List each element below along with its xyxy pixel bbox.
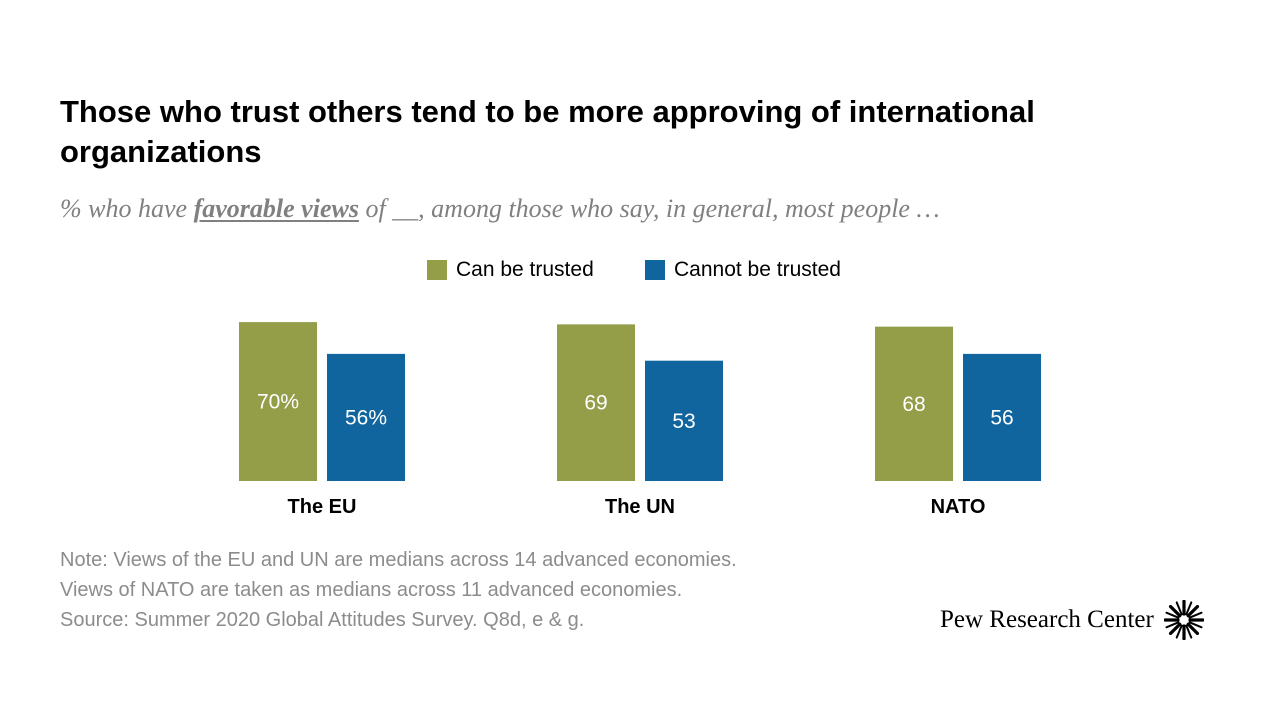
legend-swatch-cannot-be-trusted [645, 260, 665, 280]
chart-note: Note: Views of the EU and UN are medians… [60, 545, 880, 635]
data-label-the-eu-can-be-trusted: 70% [257, 391, 299, 414]
subtitle-prefix: % who have [60, 194, 194, 223]
source-line: Source: Summer 2020 Global Attitudes Sur… [60, 609, 585, 631]
category-label-2: NATO [931, 496, 986, 518]
legend-label-cannot-be-trusted: Cannot be trusted [674, 258, 841, 281]
data-label-the-un-cannot-be-trusted: 53 [672, 410, 695, 433]
legend-item-can-be-trusted: Can be trusted [427, 257, 594, 283]
bar-nato-cannot-be-trusted [963, 353, 1041, 481]
logo-text: Pew Research Center [940, 606, 1154, 633]
bar-nato-can-be-trusted [875, 326, 953, 481]
bar-the-eu-cannot-be-trusted [327, 353, 405, 481]
legend-item-cannot-be-trusted: Cannot be trusted [645, 257, 841, 283]
chart-legend: Can be trusted Cannot be trusted [0, 257, 1280, 283]
note-line-1: Note: Views of the EU and UN are medians… [60, 549, 737, 571]
subtitle-suffix: of __, among those who say, in general, … [358, 194, 940, 223]
data-label-nato-can-be-trusted: 68 [902, 393, 925, 416]
data-label-nato-cannot-be-trusted: 56 [990, 406, 1013, 429]
bar-the-un-can-be-trusted [557, 324, 635, 481]
bar-the-un-cannot-be-trusted [645, 360, 723, 481]
legend-swatch-can-be-trusted [427, 260, 447, 280]
legend-label-can-be-trusted: Can be trusted [456, 258, 594, 281]
note-line-2: Views of NATO are taken as medians acros… [60, 579, 683, 601]
chart-title: Those who trust others tend to be more a… [60, 94, 1035, 169]
bar-the-eu-can-be-trusted [239, 322, 317, 481]
pew-starburst-icon [1163, 600, 1204, 640]
bar-chart: 70% 56% The EU 69 53 The UN 68 56 NATO [239, 322, 1041, 518]
category-label-1: The UN [605, 496, 675, 518]
pew-logo: Pew Research Center [940, 598, 1204, 642]
data-label-the-eu-cannot-be-trusted: 56% [345, 406, 387, 429]
category-label-0: The EU [288, 496, 357, 518]
data-label-the-un-can-be-trusted: 69 [584, 392, 607, 415]
chart-subtitle: % who have favorable views of __, among … [60, 192, 1220, 226]
subtitle-emphasis: favorable views [193, 194, 359, 223]
